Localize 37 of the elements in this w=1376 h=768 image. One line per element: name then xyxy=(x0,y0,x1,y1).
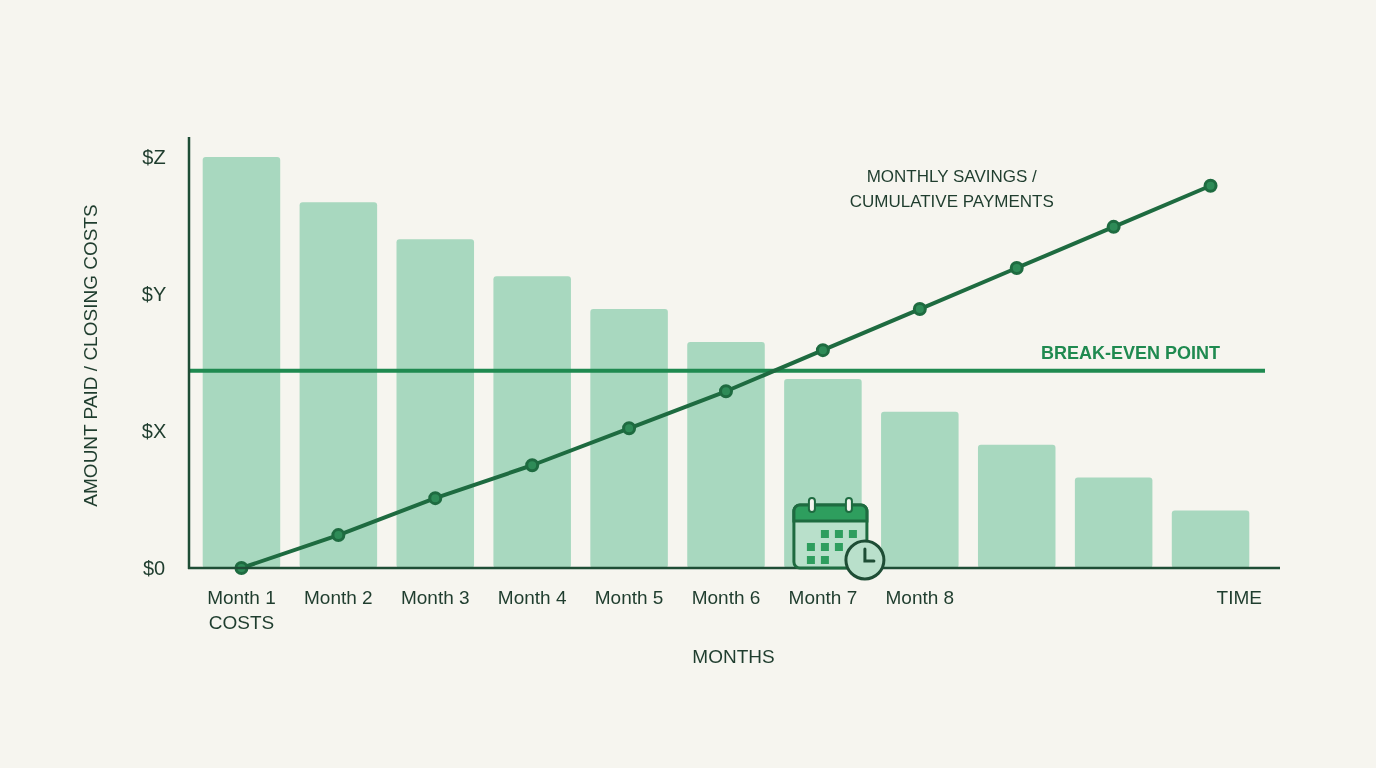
x-tick-label: Month 4 xyxy=(497,587,567,608)
point xyxy=(622,421,637,436)
bar xyxy=(299,202,378,568)
text: $0 xyxy=(142,557,166,579)
x-tick-label: Month 6 xyxy=(691,587,761,608)
point xyxy=(525,458,540,473)
ref-line-label: BREAK-EVEN POINT xyxy=(1040,342,1220,363)
text: $X xyxy=(141,420,167,442)
x-tick-label: Month 3 xyxy=(400,587,470,608)
x-tick-label: Month 5 xyxy=(594,587,664,608)
point xyxy=(912,302,927,317)
point xyxy=(1106,219,1121,234)
bar xyxy=(493,276,571,568)
bar xyxy=(590,309,668,568)
point xyxy=(331,528,346,543)
point xyxy=(1009,260,1024,275)
bar xyxy=(396,239,475,568)
bar xyxy=(687,341,765,568)
bar xyxy=(881,411,959,568)
x-axis-title: MONTHS xyxy=(692,646,775,667)
text: MONTHLY SAVINGS / CUMULATIVE PAYMENTS xyxy=(849,166,1054,211)
x-tick-label: Month 8 xyxy=(885,587,955,608)
point xyxy=(1203,178,1218,193)
point xyxy=(719,384,733,399)
bar xyxy=(977,444,1056,568)
bar xyxy=(1074,477,1153,568)
text: TIME xyxy=(1216,587,1262,608)
text: $Z xyxy=(142,146,166,168)
x-tick-label: Month 7 xyxy=(788,587,858,608)
x-tick-label: Month 1 COSTS xyxy=(207,587,276,633)
point xyxy=(428,491,443,506)
bar xyxy=(202,157,281,568)
text: $Y xyxy=(141,283,167,305)
x-tick-label: Month 2 xyxy=(304,587,373,608)
y-axis-title: AMOUNT PAID / CLOSING COSTS xyxy=(80,204,101,507)
point xyxy=(815,343,830,358)
bar xyxy=(1171,510,1250,568)
